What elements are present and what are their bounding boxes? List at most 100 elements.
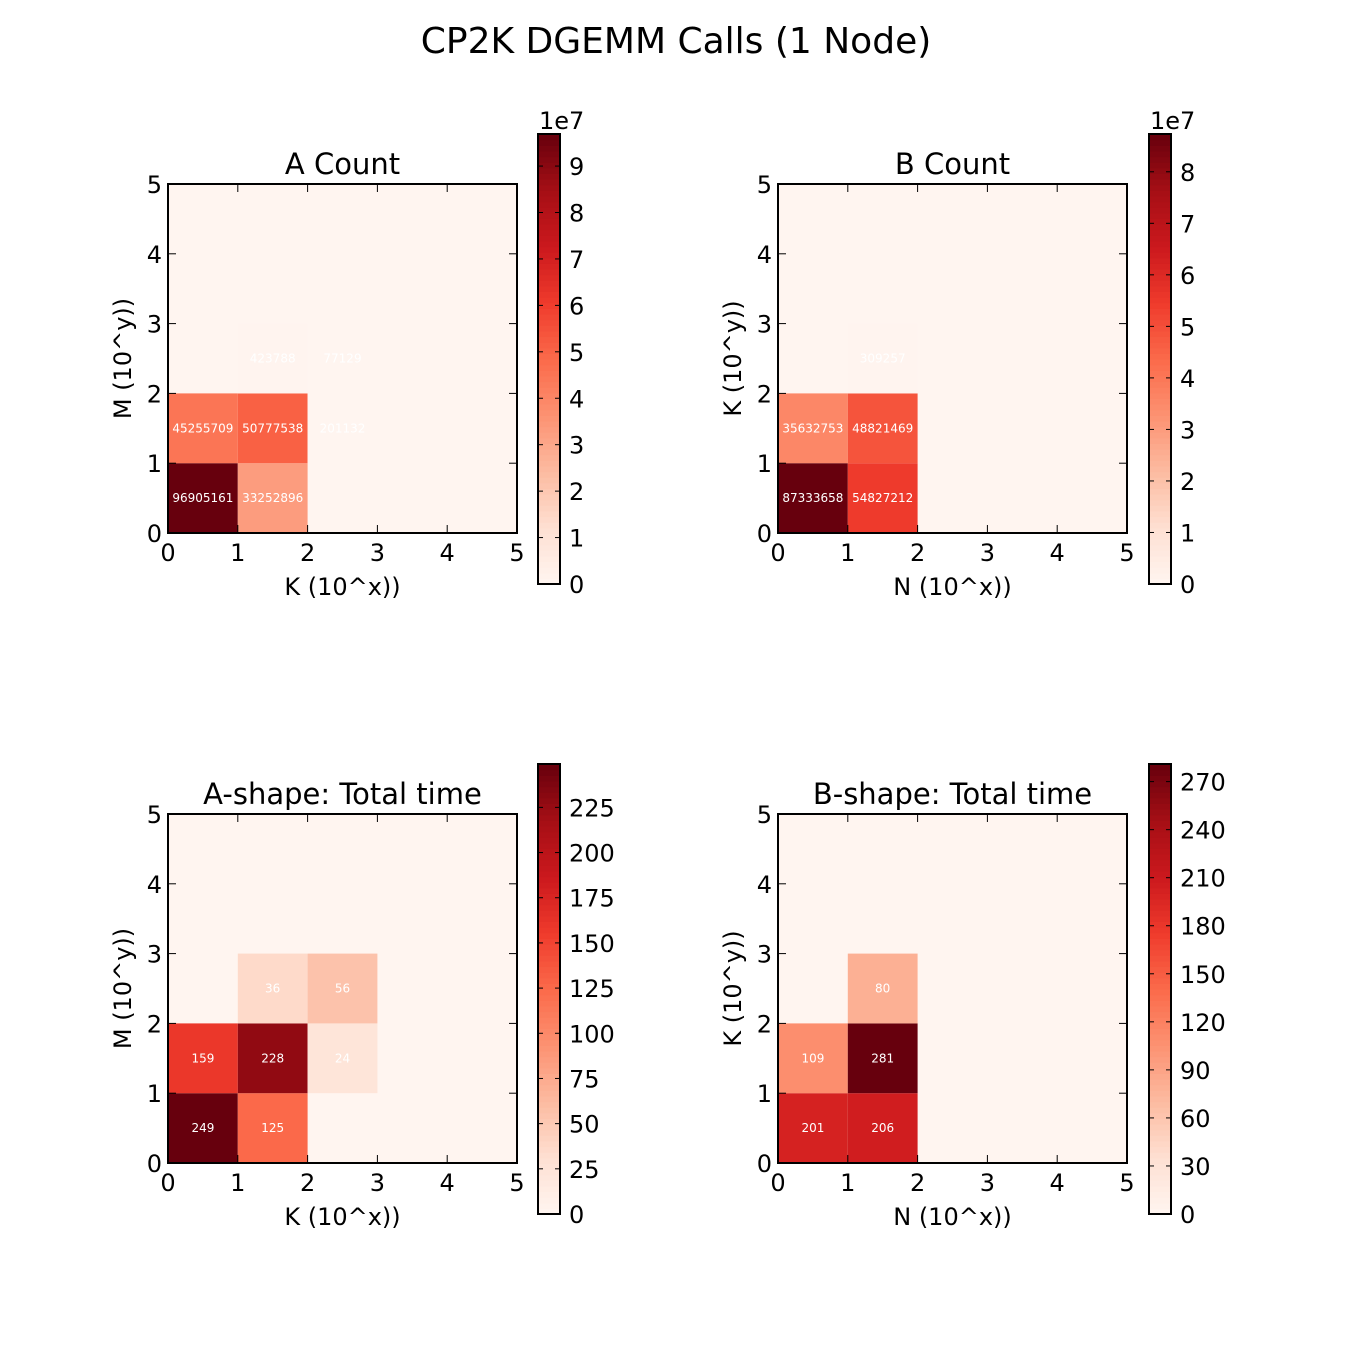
colorbar-segment [538,932,560,939]
colorbar-tick-label: 1 [569,525,584,553]
cell-value-label: 125 [261,1121,284,1135]
colorbar-segment [1149,876,1171,883]
colorbar-segment [538,1090,560,1097]
colorbar-segment [538,449,560,456]
heatmap-cell [847,393,918,464]
colorbar-segment [1149,420,1171,428]
colorbar-segment [1149,820,1171,827]
colorbar-segment [538,1084,560,1091]
colorbar-segment [538,870,560,878]
axes-frame [777,183,1128,534]
y-tick-label: 0 [147,1150,162,1178]
colorbar-segment [1149,533,1171,540]
colorbar-segment [1149,437,1171,444]
colorbar-segment [538,1146,560,1153]
colorbar-segment [1149,1124,1171,1131]
colorbar-segment [538,139,560,146]
colorbar-segment [1149,983,1171,990]
colorbar-segment [538,1045,560,1052]
colorbar-segment [538,297,560,304]
colorbar-segment [1149,252,1171,259]
colorbar-segment [538,404,560,411]
colorbar-segment [1149,392,1171,399]
colorbar-tick-label: 3 [569,432,584,460]
colorbar-segment [538,499,560,506]
x-axis-label: K (10^x)) [284,1203,400,1231]
colorbar-segment [538,218,560,225]
colorbar-segment [1149,482,1171,489]
colorbar-segment [1149,195,1171,203]
x-tick-label: 3 [980,1169,995,1197]
colorbar-segment [1149,145,1171,152]
colorbar-segment [538,527,560,534]
cell-value-label: 228 [261,1051,284,1065]
colorbar-segment [1149,465,1171,473]
colorbar-tick-label: 3 [1180,416,1195,444]
colorbar-tick-label: 270 [1180,769,1226,797]
colorbar-segment [1149,1185,1171,1193]
heatmap-cell [237,463,308,533]
colorbar-segment [1149,325,1171,332]
heatmap-cell [307,953,378,1024]
colorbar-segment [1149,1152,1171,1159]
colorbar-tick-label: 0 [569,1201,584,1229]
colorbar-frame [537,133,561,585]
axes-frame [167,183,518,534]
colorbar-segment [538,1022,560,1029]
heatmap-cell [168,463,238,533]
colorbar-segment [1149,977,1171,984]
heatmap-cell [168,1093,238,1163]
colorbar-segment [538,893,560,900]
colorbar-segment [538,764,560,771]
colorbar-segment [1149,1022,1171,1029]
colorbar-tick-label: 1 [1180,519,1195,547]
colorbar: 0 1 2 3 4 5 6 7 8 9 1e7 [537,107,584,599]
colorbar-segment [1149,1005,1171,1013]
colorbar-segment [1149,201,1171,208]
colorbar-segment [1149,302,1171,309]
colorbar-segment [538,482,560,489]
colorbar-segment [538,522,560,529]
colorbar-segment [538,977,560,984]
colorbar-segment [1149,488,1171,495]
y-tick-label: 5 [757,801,772,829]
colorbar: 0 30 60 90 120 150 180 210 240 270 [1148,763,1226,1229]
colorbar-segment [538,837,560,844]
colorbar-segment [538,831,560,838]
colorbar-segment [538,240,560,248]
colorbar-segment [1149,1157,1171,1164]
heatmap-cell [847,323,918,394]
colorbar-segment [538,415,560,422]
colorbar-segment [1149,842,1171,849]
heatmap-cell [237,393,308,464]
x-tick-label: 4 [440,1169,455,1197]
colorbar-segment [1149,1101,1171,1108]
colorbar-segment [538,775,560,782]
figure-suptitle: CP2K DGEMM Calls (1 Node) [421,21,932,62]
x-tick-label: 1 [840,1169,855,1197]
colorbar-segment [538,938,560,945]
colorbar: 0 25 50 75 100 125 150 175 200 225 [537,763,615,1229]
colorbar-segment [1149,904,1171,911]
y-tick-label: 3 [757,311,772,339]
y-tick-label: 4 [757,871,772,899]
y-axis-label: M (10^y)) [109,928,137,1049]
colorbar-tick-label: 240 [1180,817,1226,845]
colorbar-segment [1149,859,1171,866]
cell-value-label: 281 [871,1051,894,1065]
heatmap-cell [847,1023,918,1094]
colorbar-segment [538,904,560,911]
colorbar-segment [538,314,560,321]
colorbar-segment [538,1152,560,1159]
colorbar-segment [1149,989,1171,996]
y-tick-label: 3 [147,311,162,339]
colorbar-segment [538,1118,560,1125]
heatmap-cell [237,323,308,394]
colorbar-segment [1149,555,1171,563]
colorbar-segment [538,179,560,186]
colorbar-segment [1149,240,1171,248]
colorbar-segment [538,550,560,557]
